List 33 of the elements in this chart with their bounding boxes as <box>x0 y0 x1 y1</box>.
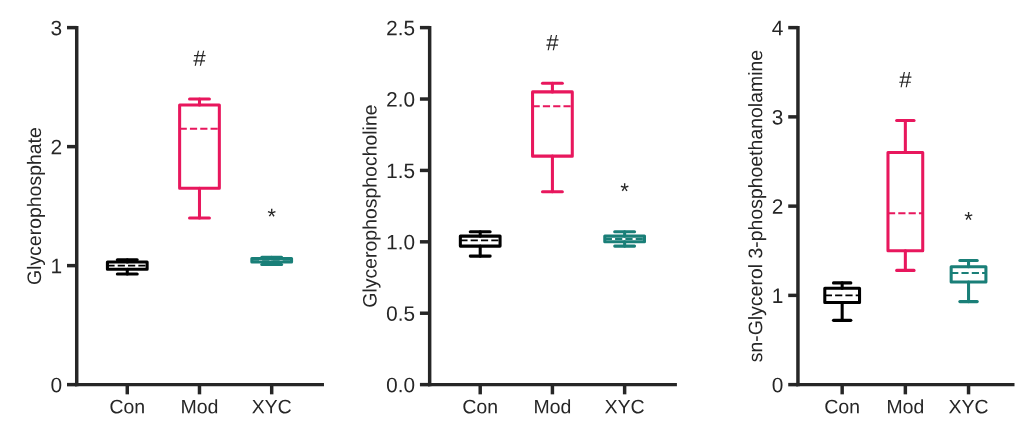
y-tick-label: 0 <box>51 377 62 393</box>
y-tick-label: 2 <box>51 139 62 155</box>
x-tick-label: Con <box>110 399 144 414</box>
y-tick-label: 1 <box>52 258 62 274</box>
x-tick-label: Con <box>463 399 497 414</box>
y-tick-label: 1 <box>773 288 783 303</box>
y-tick-label: 1.0 <box>387 234 415 250</box>
x-tick-label: Mod <box>182 399 218 414</box>
x-tick-label: Mod <box>535 399 571 414</box>
annotation: # <box>546 34 559 51</box>
y-tick-label: 0.5 <box>386 306 415 321</box>
annotation: # <box>899 72 912 88</box>
y-tick-label: 3 <box>51 20 62 36</box>
annotation: * <box>267 208 276 217</box>
annotation: * <box>964 212 973 220</box>
x-tick-label: XYC <box>252 399 291 414</box>
y-tick-label: 2.0 <box>387 92 415 107</box>
x-tick-label: Mod <box>888 399 924 414</box>
x-tick-label: Con <box>825 399 859 414</box>
annotation: * <box>620 183 629 192</box>
y-tick-label: 1.5 <box>387 163 415 179</box>
y-tick-label: 0 <box>772 377 783 393</box>
y-tick-label: 4 <box>772 20 783 36</box>
x-tick-label: XYC <box>605 399 644 414</box>
y-tick-label: 2.5 <box>387 20 415 36</box>
y-tick-label: 0.0 <box>386 377 415 393</box>
y-tick-label: 2 <box>772 199 783 214</box>
y-axis-title: sn-Glycerol 3-phosphoethanolamine <box>748 50 767 362</box>
annotation: # <box>193 50 206 66</box>
y-axis-title: Glycerophosphocholine <box>362 105 381 307</box>
y-axis-title: Glycerophosphate <box>26 128 45 285</box>
x-tick-label: XYC <box>948 399 988 414</box>
y-tick-label: 3 <box>772 109 783 125</box>
